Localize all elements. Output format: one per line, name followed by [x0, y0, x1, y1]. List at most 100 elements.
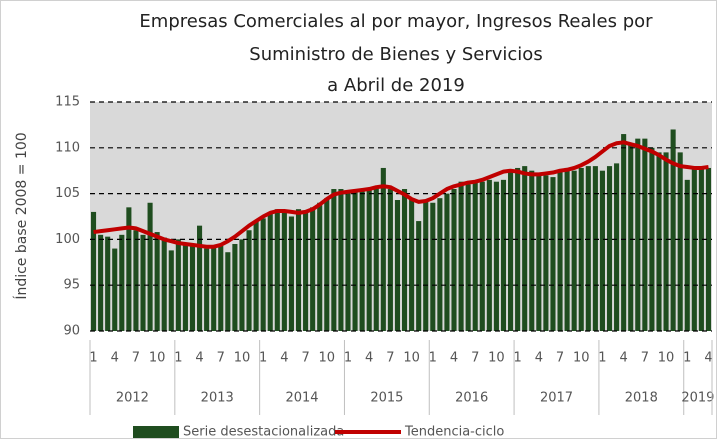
bar	[225, 252, 231, 331]
x-tick-label: 10	[488, 351, 505, 366]
bar	[331, 189, 337, 331]
bar	[140, 234, 146, 331]
bar	[677, 152, 683, 331]
x-tick-label: 7	[301, 351, 309, 366]
x-tick-label: 4	[620, 351, 628, 366]
bar	[260, 218, 266, 331]
bar	[218, 245, 224, 331]
year-label: 2015	[370, 391, 403, 406]
x-tick-label: 10	[149, 351, 166, 366]
year-label: 2012	[116, 391, 149, 406]
bar	[288, 216, 294, 331]
bar	[614, 163, 620, 331]
bar	[303, 211, 309, 331]
bar	[691, 166, 697, 331]
bar	[522, 166, 528, 331]
x-tick-label: 10	[234, 351, 251, 366]
bar	[444, 193, 450, 331]
bar	[352, 191, 358, 331]
bar	[437, 198, 443, 331]
bar	[154, 232, 160, 331]
bar	[239, 239, 245, 331]
x-tick-label: 4	[535, 351, 543, 366]
x-tick-label: 1	[598, 351, 606, 366]
bar	[500, 179, 507, 331]
x-tick-label: 4	[195, 351, 203, 366]
bar	[182, 243, 188, 331]
x-tick-label: 7	[556, 351, 564, 366]
bar	[211, 246, 217, 331]
bar	[564, 167, 570, 331]
bar	[599, 170, 605, 331]
bar	[670, 129, 676, 331]
bar	[112, 248, 118, 331]
bar	[281, 211, 287, 331]
bar	[409, 198, 415, 331]
bar	[543, 175, 549, 331]
bar	[161, 237, 167, 331]
chart-title: a Abril de 2019	[327, 75, 465, 96]
x-tick-label: 4	[365, 351, 373, 366]
x-tick-label: 4	[111, 351, 119, 366]
year-label: 2019	[681, 391, 714, 406]
y-tick-label: 90	[63, 324, 80, 339]
x-tick-label: 4	[450, 351, 458, 366]
bar	[578, 167, 584, 331]
bar	[451, 189, 457, 331]
bar	[656, 152, 662, 331]
x-tick-label: 7	[132, 351, 140, 366]
bar	[310, 207, 316, 331]
legend-swatch	[133, 426, 179, 438]
bar	[557, 170, 563, 331]
x-tick-label: 1	[174, 351, 182, 366]
x-tick-label: 1	[344, 351, 352, 366]
bar	[430, 202, 436, 331]
y-tick-label: 100	[55, 232, 80, 247]
chart-title: Empresas Comerciales al por mayor, Ingre…	[139, 11, 653, 32]
bar	[705, 167, 712, 331]
bar	[698, 166, 704, 331]
bar	[401, 189, 408, 331]
x-tick-label: 7	[471, 351, 479, 366]
trend-line	[93, 140, 709, 249]
chart-title: Suministro de Bienes y Servicios	[249, 44, 542, 65]
year-label: 2018	[625, 391, 658, 406]
x-tick-label: 1	[513, 351, 521, 366]
bar	[479, 181, 485, 331]
year-label: 2016	[455, 391, 488, 406]
bar	[126, 207, 132, 331]
bar	[536, 172, 542, 331]
bar	[515, 167, 521, 331]
bar	[635, 138, 641, 331]
x-tick-label: 10	[658, 351, 675, 366]
bar	[168, 250, 174, 331]
bar	[472, 181, 478, 331]
bar	[465, 184, 471, 331]
bar	[246, 230, 252, 331]
bar	[592, 166, 598, 331]
bar	[585, 166, 591, 331]
bar	[663, 152, 669, 331]
bar	[338, 189, 344, 331]
x-tick-label: 4	[704, 351, 712, 366]
bar	[394, 200, 401, 331]
y-axis-label: Índice base 2008 = 100	[13, 132, 30, 299]
x-tick-label: 10	[319, 351, 336, 366]
bar	[628, 143, 634, 331]
bar	[295, 209, 302, 331]
bar	[317, 202, 323, 331]
bar	[416, 221, 422, 331]
bar	[423, 200, 429, 331]
y-tick-label: 95	[63, 278, 80, 293]
bar	[642, 138, 648, 331]
bar	[253, 221, 259, 331]
bar	[508, 170, 514, 331]
bar	[175, 239, 181, 331]
bar	[550, 177, 556, 331]
bar	[571, 170, 577, 331]
year-label: 2017	[540, 391, 573, 406]
bar	[274, 209, 280, 331]
bar	[684, 179, 690, 331]
bar	[119, 234, 125, 331]
